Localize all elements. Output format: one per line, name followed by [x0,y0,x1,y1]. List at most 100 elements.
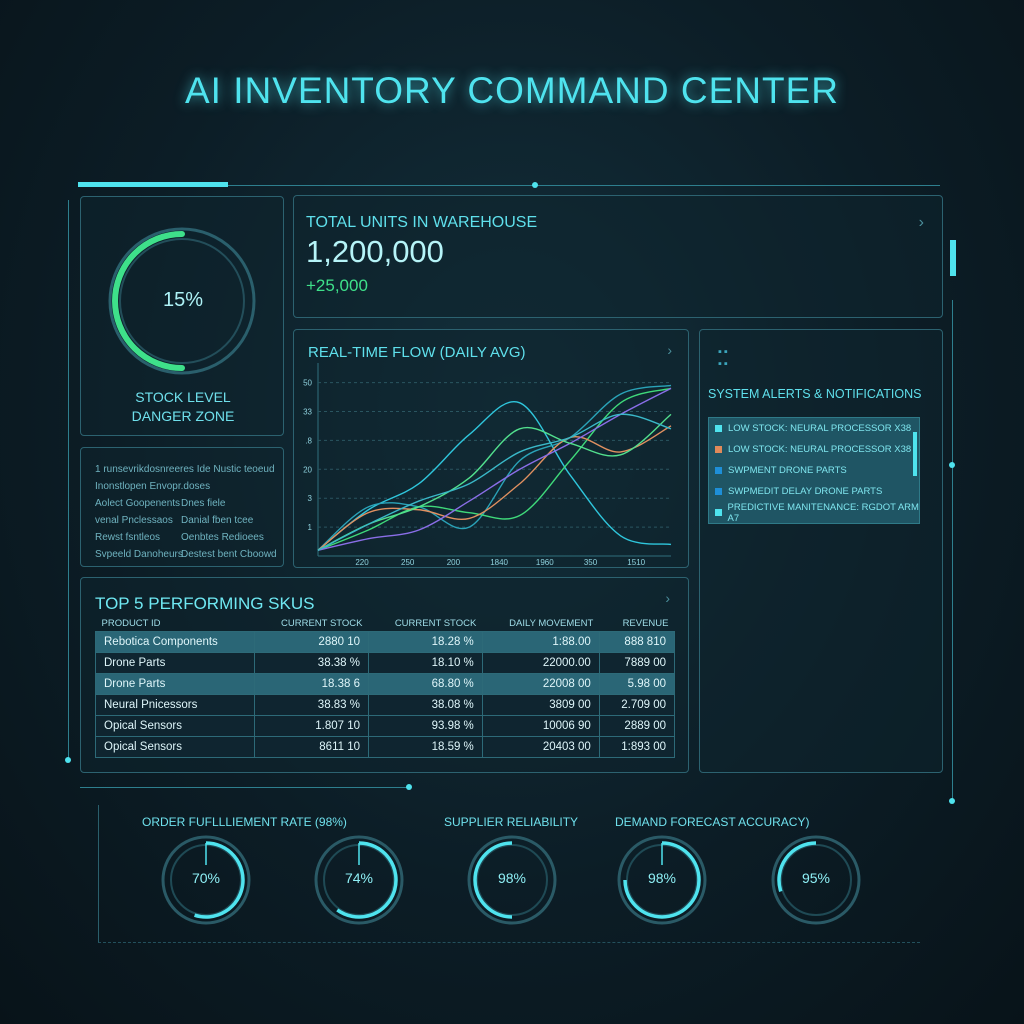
frame-dot [406,784,412,790]
legend-item-value: Destest bent Cboowd [181,549,277,560]
table-cell: 68.80 % [368,673,483,695]
series-line-7 [317,413,672,551]
table-row[interactable]: Drone Parts 38.38 % 18.10 % 22000.00 7889 00 [94,652,676,674]
legend-item: Rewst fsntleos Oenbtes Redioees [95,532,283,549]
kpi-label: ORDER FUFLLLIEMENT RATE (98%) [142,815,347,829]
stock-sublabel: DANGER ZONE [131,408,235,424]
stock-gauge [108,227,256,375]
y-tick-label: 50 [303,379,312,388]
alert-text: PREDICTIVE MANITENANCE: RGDOT ARM A7 [727,501,919,524]
kpi-gauge: 95% [771,835,861,925]
y-tick-label: .8 [305,436,312,445]
chevron-right-icon[interactable]: › [918,214,924,231]
table-cell: 5.98 00 [598,673,676,695]
table-cell: 7889 00 [598,652,676,674]
grid-icon: ▪▪ ▪▪ [718,346,730,370]
alert-status-icon [715,425,722,432]
table-cell: 93.98 % [368,715,483,737]
x-tick-label: 220 [355,558,369,567]
chart-title: REAL-TIME FLOW (DAILY AVG) [308,344,526,361]
table-cell: 38.83 % [254,694,369,716]
frame-dot [949,798,955,804]
frame-line [80,787,410,788]
table-row[interactable]: Drone Parts 18.38 6 68.80 % 22008 00 5.98 00 [94,673,676,695]
table-row[interactable]: Rebotica Components 2880 10 18.28 % 1:88.00… [94,631,676,653]
table-cell: 10006 90 [481,715,600,737]
alert-status-icon [715,488,722,495]
frame-line [952,300,953,800]
table-cell: 8611 10 [254,736,369,758]
alerts-panel: ▪▪ ▪▪ SYSTEM ALERTS & NOTIFICATIONS [699,329,943,773]
frame-dot [65,757,71,763]
stock-level-panel: 15% STOCK LEVEL DANGER ZONE [80,196,284,436]
x-tick-label: 350 [584,558,598,567]
series-line-5 [317,387,672,551]
table-cell: 2889 00 [598,715,676,737]
table-cell: 2880 10 [254,631,369,653]
y-tick-label: 1 [308,523,313,532]
legend-item: Inonstlopen Envopr.doses [95,481,283,498]
legend-item-label: Rewst fsntleos [95,532,161,543]
table-cell: 38.38 % [254,652,369,674]
kpi-label: DEMAND FORECAST ACCURACY) [615,815,810,829]
legend-item-value: Dnes fiele [181,498,226,509]
top-skus-panel: TOP 5 PERFORMING SKUS › PRODUCT ID CURREN… [80,577,689,773]
kpi-gauge-value: 98% [647,870,677,886]
table-row[interactable]: Opical Sensors 1.807 10 93.98 % 10006 90 288… [94,715,676,737]
legend-item: Aolect GoopenentsDnes fiele [95,498,283,515]
series-line-6 [317,413,672,551]
total-value: 1,200,000 [306,234,444,269]
table-row[interactable]: Opical Sensors 8611 10 18.59 % 20403 00 1:89… [94,736,676,758]
table-cell: Drone Parts [94,652,256,674]
x-tick-label: 1840 [490,558,508,567]
legend-item-label: 1 runsevrikdosnreeres Ide Nustic teoeud [95,464,275,475]
alert-item[interactable]: SWPMEDIT DELAY DRONE PARTS [709,481,919,502]
accent-bar [78,182,228,187]
kpi-gauge: 70% [161,835,251,925]
alerts-scrollbar[interactable] [913,432,917,476]
kpi-gauge-value: 98% [497,870,527,886]
table-row[interactable]: Neural Pnicessors 38.83 % 38.08 % 3809 00 2.… [94,694,676,716]
legend-item-label: Svpeeld Danoheurs [95,549,183,560]
alert-text: LOW STOCK: NEURAL PROCESSOR X38 [728,444,912,455]
kpi-gauge-value: 70% [191,870,221,886]
alert-text: SWPMEDIT DELAY DRONE PARTS [728,486,883,497]
total-label: TOTAL UNITS IN WAREHOUSE [306,214,538,231]
column-header: REVENUE [622,618,669,629]
stock-gauge-value: 15% [162,289,204,311]
table-cell: Opical Sensors [94,715,256,737]
chevron-right-icon[interactable]: › [665,590,670,606]
table-cell: 22000.00 [481,652,600,674]
skus-table: PRODUCT ID CURRENT STOCK CURRENT STOCK DAIL… [94,616,676,758]
y-tick-label: 20 [303,465,312,474]
alert-text: LOW STOCK: NEURAL PROCESSOR X38 [728,423,912,434]
legend-item-label: Aolect Goopenents [95,498,181,509]
table-cell: 2.709 00 [598,694,676,716]
table-cell: Neural Pnicessors [94,694,256,716]
chevron-right-icon[interactable]: › [667,342,672,358]
series-line-2 [317,384,672,551]
alert-item[interactable]: SWPMENT DRONE PARTS [709,460,919,481]
column-header: CURRENT STOCK [281,618,363,629]
table-cell: 18.59 % [368,736,483,758]
table-cell: 3809 00 [481,694,600,716]
series-line-3 [317,387,672,551]
table-cell: 18.10 % [368,652,483,674]
alerts-list: LOW STOCK: NEURAL PROCESSOR X38 LOW STOCK… [708,417,920,524]
table-cell: 888 810 [598,631,676,653]
alert-item[interactable]: LOW STOCK: NEURAL PROCESSOR X38 [709,418,919,439]
series-line-1 [317,400,672,551]
series-line-4 [317,425,672,551]
column-header: DAILY MOVEMENT [509,618,594,629]
legend-panel: 1 runsevrikdosnreeres Ide Nustic teoeud I… [80,447,284,567]
kpi-label: SUPPLIER RELIABILITY [444,815,579,829]
table-cell: Rebotica Components [94,631,256,653]
x-tick-label: 250 [401,558,415,567]
kpi-gauge-value: 74% [344,870,374,886]
alert-item[interactable]: LOW STOCK: NEURAL PROCESSOR X38 [709,439,919,460]
alert-item[interactable]: PREDICTIVE MANITENANCE: RGDOT ARM A7 [709,501,919,524]
kpi-gauge: 74% [314,835,404,925]
column-header: PRODUCT ID [101,618,161,629]
table-cell: 20403 00 [481,736,600,758]
table-cell: Drone Parts [94,673,256,695]
